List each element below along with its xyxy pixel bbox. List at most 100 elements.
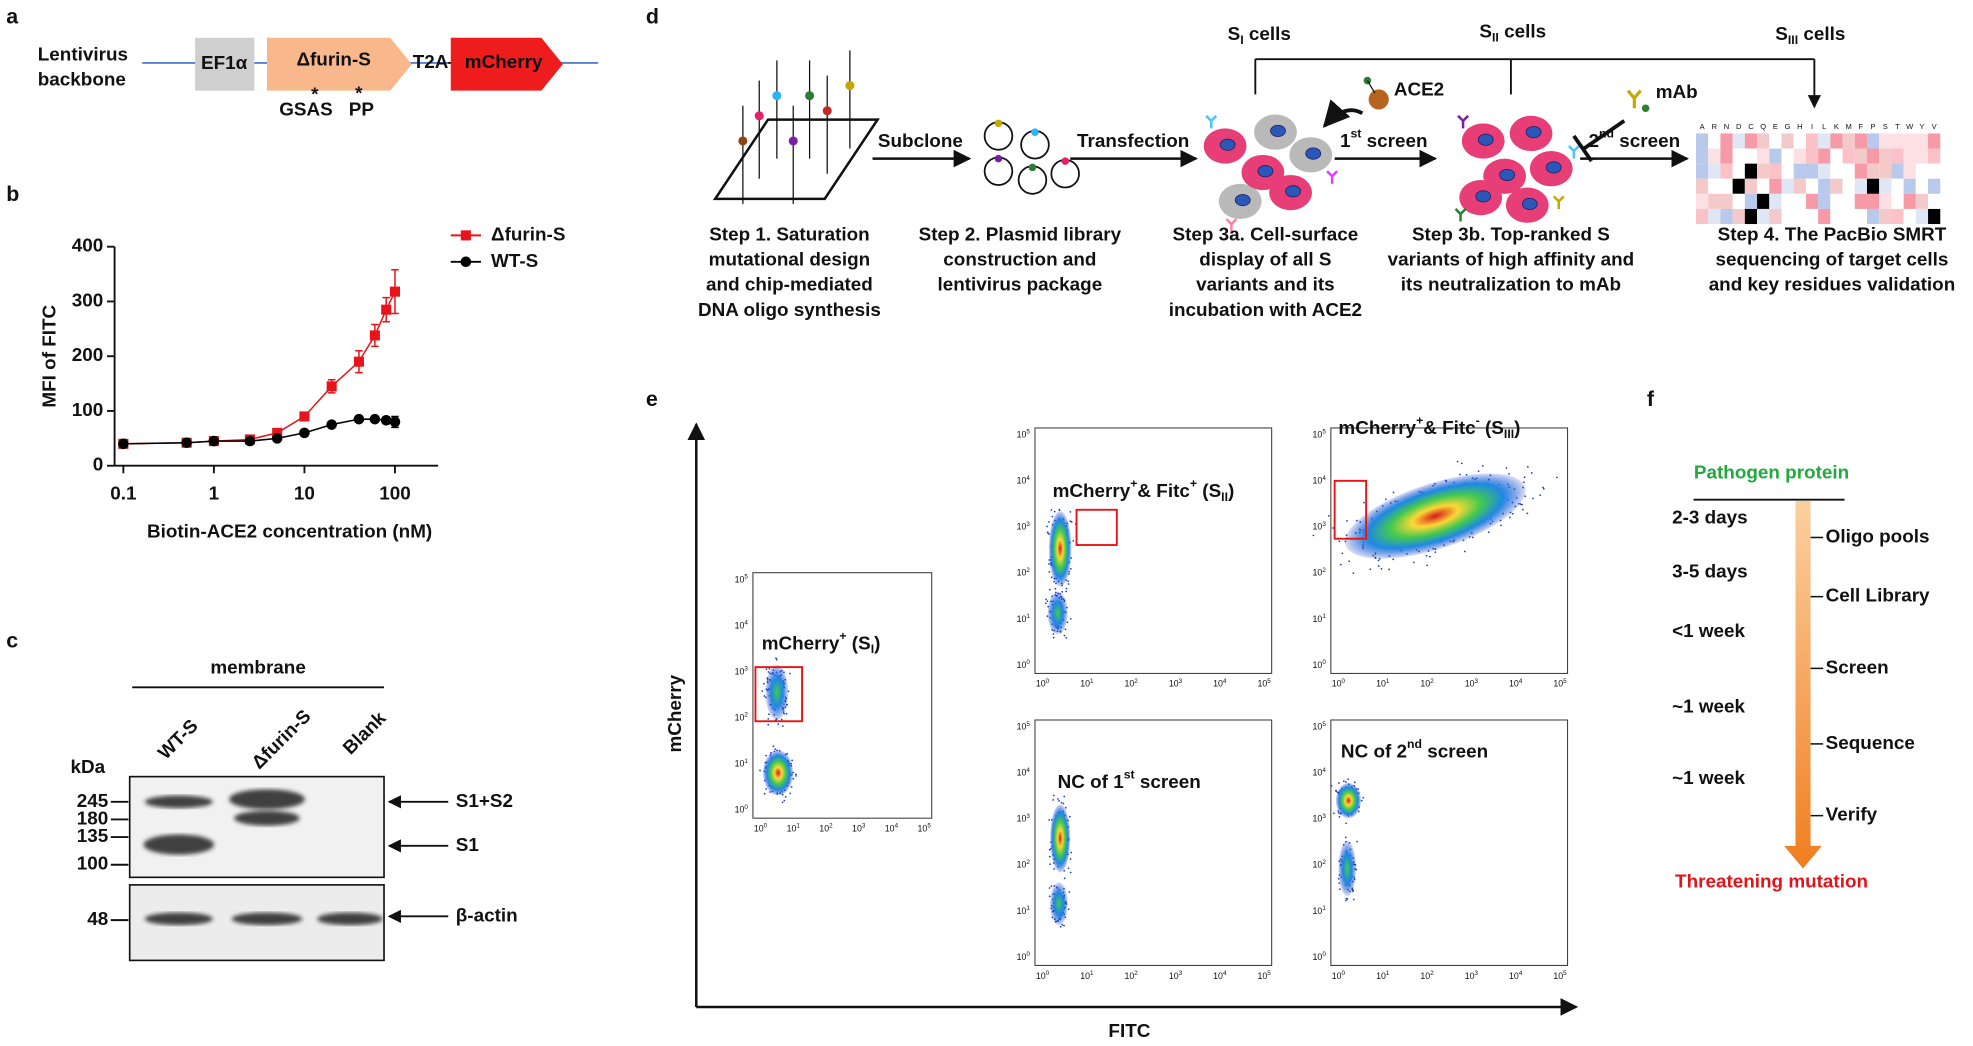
tick-base: 10	[1313, 952, 1323, 962]
gate-label: mCherry+& Fitc- (SIII)	[1338, 414, 1520, 441]
flow-tick-label: 102	[1017, 567, 1031, 578]
text-part: II	[1221, 490, 1228, 504]
text-part: S	[1775, 24, 1788, 45]
tick-base: 10	[1553, 971, 1563, 981]
nucleus	[1477, 133, 1494, 146]
heatmap-cell	[1769, 178, 1782, 194]
data-point	[299, 427, 310, 439]
furin-box	[266, 37, 412, 91]
heatmap-cell	[1866, 133, 1880, 149]
heatmap-header: A	[1700, 122, 1706, 131]
band-label: β-actin	[456, 905, 518, 926]
event	[775, 658, 778, 661]
text-part: st	[1124, 768, 1135, 782]
heatmap-cell	[1708, 148, 1721, 164]
tick-exp: 1	[1386, 678, 1390, 685]
heatmap-cell	[1866, 148, 1880, 164]
tick-exp: 3	[1322, 521, 1326, 528]
flow-plot	[1330, 719, 1569, 966]
duration-label: 2-3 days	[1672, 508, 1748, 529]
heatmap-cell	[1695, 193, 1709, 209]
site-label: PP	[349, 100, 374, 121]
event	[1524, 495, 1527, 498]
text-part: )	[1228, 481, 1234, 502]
event	[1062, 802, 1065, 805]
event	[1500, 524, 1502, 527]
legend-label: Δfurin-S	[491, 224, 565, 245]
backbone-label: backbone	[38, 70, 126, 91]
tick-base: 10	[1313, 614, 1323, 624]
flow-tick-label: 103	[852, 822, 866, 833]
event	[1332, 812, 1335, 815]
flow-tick-label: 102	[1125, 970, 1139, 981]
flow-tick-label: 105	[1017, 428, 1031, 439]
event	[768, 667, 771, 670]
tick-exp: 2	[1430, 678, 1434, 685]
event	[1069, 511, 1072, 513]
text-part: I	[1240, 33, 1243, 47]
step-caption: incubation with ACE2	[1169, 300, 1362, 321]
event	[1069, 858, 1072, 860]
duration-label: ~1 week	[1672, 768, 1745, 789]
event	[1330, 785, 1333, 787]
text-part: cells	[1244, 24, 1291, 45]
tick-exp: 4	[1322, 766, 1326, 773]
heatmap-cell	[1818, 163, 1831, 179]
event	[1065, 590, 1068, 593]
tick-exp: 4	[1223, 970, 1227, 977]
event	[1068, 891, 1071, 893]
event	[1045, 598, 1047, 601]
data-point	[118, 438, 129, 450]
event	[1460, 462, 1463, 465]
tick-base: 10	[1017, 568, 1027, 578]
heatmap-cell	[1781, 163, 1794, 179]
heatmap-header: K	[1834, 122, 1839, 131]
data-point	[353, 356, 364, 367]
heatmap-cell	[1915, 163, 1929, 179]
flow-tick-label: 101	[1080, 970, 1094, 981]
event	[790, 786, 793, 788]
heatmap-cell	[1854, 133, 1867, 149]
event	[1339, 563, 1342, 566]
array-plane	[712, 118, 880, 201]
oligo-dot	[845, 81, 855, 91]
heatmap-cell	[1891, 193, 1904, 209]
event	[781, 725, 784, 727]
text-part: +	[1190, 477, 1197, 491]
band	[144, 912, 213, 926]
tick-base: 10	[1036, 971, 1046, 981]
event	[767, 723, 770, 726]
stage-label: Screen	[1826, 657, 1889, 678]
density	[1050, 804, 1071, 873]
nucleus	[1499, 168, 1516, 181]
gate-label: NC of 2nd screen	[1341, 737, 1488, 762]
inhibit-bar	[1572, 134, 1594, 163]
flow-tick-label: 100	[1332, 970, 1346, 981]
tick-exp: 0	[1046, 678, 1050, 685]
event	[780, 718, 783, 721]
flow-tick-label: 101	[787, 822, 801, 833]
text-part: cells	[1798, 24, 1845, 45]
event	[1481, 464, 1484, 467]
heatmap-cell	[1891, 133, 1904, 149]
heatmap-header: N	[1724, 122, 1729, 131]
receptor	[1326, 170, 1339, 184]
heatmap-cell	[1793, 208, 1806, 225]
y-axis-label: mCherry	[665, 674, 686, 752]
event	[1044, 602, 1047, 605]
event	[777, 723, 780, 725]
marker-label: 180	[77, 808, 109, 829]
step-caption: Step 3a. Cell-surface	[1173, 224, 1359, 245]
tick-base: 10	[1313, 906, 1323, 916]
heatmap-header: Y	[1919, 122, 1924, 131]
event	[786, 752, 789, 755]
heatmap-cell	[1879, 178, 1892, 194]
step-caption: Step 1. Saturation	[709, 224, 869, 245]
heatmap-cell	[1818, 148, 1831, 164]
tick-base: 10	[1376, 971, 1386, 981]
tick-exp: 1	[796, 822, 800, 829]
event	[1065, 637, 1068, 639]
receptor	[1552, 195, 1565, 209]
tick-base: 10	[1017, 722, 1027, 732]
ace2-stalk	[1366, 80, 1376, 94]
